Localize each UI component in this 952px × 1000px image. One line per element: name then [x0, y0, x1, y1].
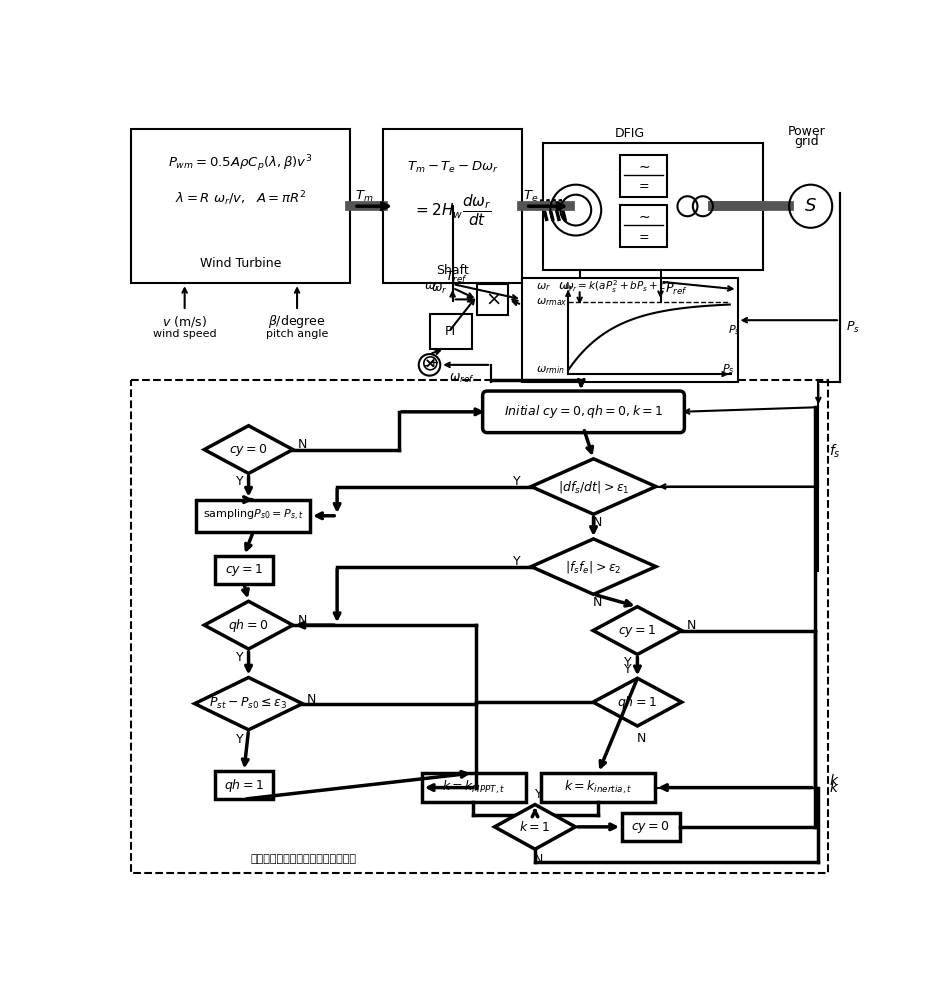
Text: N: N	[592, 516, 602, 529]
Text: N: N	[297, 614, 307, 627]
Bar	[130, 380, 826, 873]
Text: Y: Y	[235, 651, 243, 664]
Polygon shape	[530, 539, 655, 594]
Text: N: N	[297, 438, 307, 451]
Text: $k$: $k$	[828, 780, 839, 795]
Text: Y: Y	[624, 656, 631, 669]
Text: Y: Y	[624, 663, 631, 676]
Text: $cy=1$: $cy=1$	[225, 562, 263, 578]
Text: $k=1$: $k=1$	[519, 820, 550, 834]
Text: -: -	[423, 358, 428, 373]
Text: Y: Y	[534, 788, 542, 801]
Text: $T_{ref}$: $T_{ref}$	[445, 270, 467, 285]
Text: Y: Y	[235, 475, 243, 488]
Text: N: N	[534, 853, 543, 866]
Text: $\lambda=R\ \omega_r/v,\ \ A=\pi R^2$: $\lambda=R\ \omega_r/v,\ \ A=\pi R^2$	[174, 189, 306, 208]
Text: $P_{ref}$: $P_{ref}$	[664, 282, 686, 297]
Text: $\sim$: $\sim$	[636, 159, 650, 173]
Text: $\omega_r$: $\omega_r$	[423, 281, 440, 294]
Text: DFIG: DFIG	[614, 127, 645, 140]
Text: $\mathrm{sampling}P_{s0}=P_{s,t}$: $\mathrm{sampling}P_{s0}=P_{s,t}$	[203, 508, 303, 523]
Text: Y: Y	[512, 475, 520, 488]
Text: $=2H_w\dfrac{d\omega_r}{dt}$: $=2H_w\dfrac{d\omega_r}{dt}$	[413, 192, 491, 228]
Bar	[622, 813, 679, 841]
Polygon shape	[494, 805, 575, 849]
Polygon shape	[194, 677, 302, 730]
Text: $P_s$: $P_s$	[727, 323, 740, 337]
Text: $P_s$: $P_s$	[722, 362, 734, 376]
Text: $\omega_{rmin}$: $\omega_{rmin}$	[535, 364, 564, 376]
Text: N: N	[307, 693, 316, 706]
Text: =: =	[638, 231, 648, 244]
Text: $T_e$: $T_e$	[523, 189, 538, 204]
Text: $\omega_r$: $\omega_r$	[535, 281, 550, 293]
Text: Power: Power	[787, 125, 824, 138]
Text: $cy=0$: $cy=0$	[228, 442, 268, 458]
Text: $\omega_r$: $\omega_r$	[431, 283, 447, 296]
Text: S: S	[804, 197, 816, 215]
Text: PI: PI	[445, 325, 455, 338]
Text: $k=k_{inertia,t}$: $k=k_{inertia,t}$	[564, 779, 631, 796]
Bar	[543, 143, 763, 270]
Text: $T_m$: $T_m$	[354, 189, 373, 204]
Bar	[215, 771, 273, 799]
Text: $\sim$: $\sim$	[636, 209, 650, 223]
Bar	[620, 205, 666, 247]
Text: $v$ (m/s): $v$ (m/s)	[162, 314, 207, 329]
Bar	[196, 500, 309, 532]
Text: $k$: $k$	[828, 773, 839, 788]
FancyBboxPatch shape	[482, 391, 684, 433]
Bar	[422, 773, 526, 802]
Polygon shape	[592, 607, 681, 654]
Polygon shape	[204, 601, 292, 649]
Text: $f_s$: $f_s$	[828, 442, 840, 460]
Text: grid: grid	[794, 135, 819, 148]
Text: Y: Y	[512, 555, 520, 568]
Polygon shape	[204, 426, 292, 473]
Text: Y: Y	[235, 733, 243, 746]
Bar	[215, 556, 273, 584]
Text: wind speed: wind speed	[152, 329, 216, 339]
Bar	[477, 284, 507, 315]
Text: $|df_s/dt|>\varepsilon_1$: $|df_s/dt|>\varepsilon_1$	[557, 479, 628, 495]
Text: Wind Turbine: Wind Turbine	[200, 257, 281, 270]
Text: N: N	[636, 732, 645, 745]
Text: $cy=0$: $cy=0$	[630, 819, 669, 835]
Text: $\omega_r=k(aP_s^2+bP_s+c)$: $\omega_r=k(aP_s^2+bP_s+c)$	[564, 279, 670, 295]
Bar	[383, 129, 522, 283]
Text: =: =	[638, 180, 648, 193]
Text: $P_s$: $P_s$	[845, 320, 859, 335]
Text: $qh=1$: $qh=1$	[617, 694, 657, 711]
Bar	[130, 129, 349, 283]
Text: $qh=0$: $qh=0$	[228, 617, 268, 634]
Text: 基于两阶段功率跟踪优化的频率控制: 基于两阶段功率跟踪优化的频率控制	[249, 854, 356, 864]
Text: $\omega_{rmax}$: $\omega_{rmax}$	[535, 297, 566, 308]
Polygon shape	[530, 459, 655, 514]
Text: $cy=1$: $cy=1$	[618, 623, 656, 639]
Text: $\beta$/degree: $\beta$/degree	[268, 313, 326, 330]
Polygon shape	[592, 678, 681, 726]
Text: $k=k_{MPPT,t}$: $k=k_{MPPT,t}$	[441, 779, 505, 796]
Text: pitch angle: pitch angle	[266, 329, 327, 339]
Text: Shaft: Shaft	[436, 264, 468, 277]
Text: $T_m-T_e-D\omega_r$: $T_m-T_e-D\omega_r$	[407, 160, 498, 175]
Text: $P_{wm}=0.5A\rho C_p(\lambda,\beta)v^3$: $P_{wm}=0.5A\rho C_p(\lambda,\beta)v^3$	[169, 154, 312, 174]
Bar	[620, 155, 666, 197]
Bar	[541, 773, 654, 802]
Text: $|f_s f_e|>\varepsilon_2$: $|f_s f_e|>\varepsilon_2$	[565, 559, 621, 575]
Text: $\times$: $\times$	[485, 290, 500, 309]
Bar	[429, 314, 471, 349]
Text: $P_{st}-P_{s0}\leq\varepsilon_3$: $P_{st}-P_{s0}\leq\varepsilon_3$	[209, 696, 288, 711]
Text: N: N	[592, 596, 602, 609]
Text: +: +	[427, 356, 439, 370]
Text: $\omega_{ref}$: $\omega_{ref}$	[448, 372, 474, 385]
Text: $\omega_r$: $\omega_r$	[558, 281, 574, 294]
Text: Initial $cy=0, qh=0, k=1$: Initial $cy=0, qh=0, k=1$	[504, 403, 663, 420]
Text: $qh=1$: $qh=1$	[224, 777, 264, 794]
Text: $\otimes$: $\otimes$	[420, 355, 438, 375]
Text: N: N	[685, 619, 695, 632]
Bar	[522, 278, 737, 382]
